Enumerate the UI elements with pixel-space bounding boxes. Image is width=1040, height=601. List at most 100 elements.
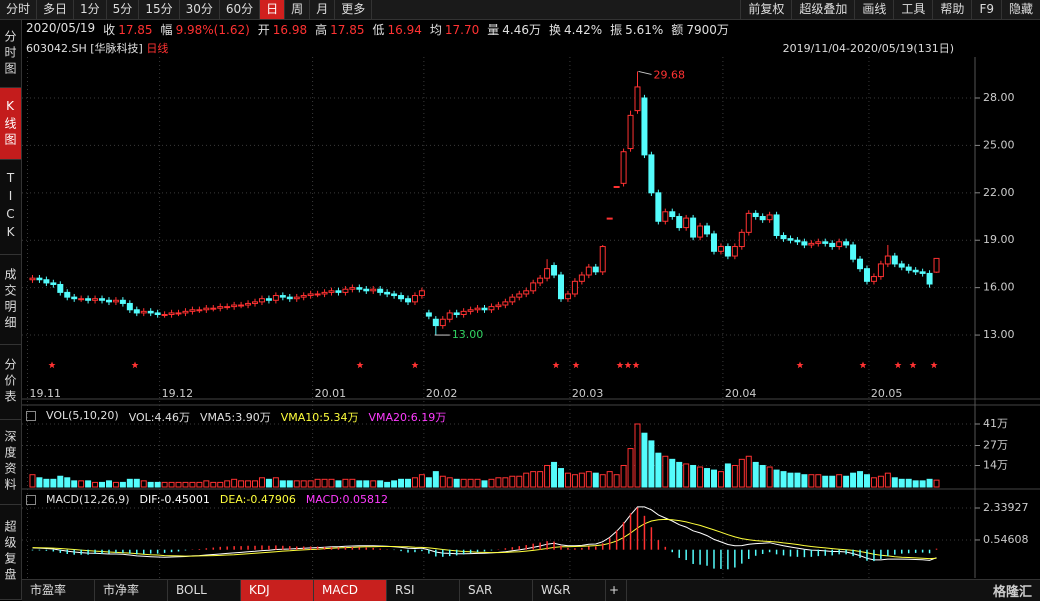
volume-bar — [655, 452, 662, 488]
period-tab[interactable]: 5分 — [107, 0, 140, 19]
volume-bar — [669, 458, 676, 488]
volume-bar — [245, 480, 252, 488]
volume-bar — [140, 480, 147, 488]
period-tab[interactable]: 更多 — [335, 0, 373, 19]
y-tick-label: 22.00 — [983, 186, 1015, 199]
volume-title: VOL(5,10,20) — [46, 409, 119, 422]
indicator-tab[interactable]: MACD — [314, 580, 387, 601]
candle-body — [168, 312, 175, 316]
sidebar-tab[interactable]: 分时图 — [0, 20, 21, 89]
volume-bar — [898, 478, 905, 488]
macd-title: MACD(12,26,9) — [46, 493, 130, 506]
indicator-tab[interactable]: BOLL — [168, 580, 241, 601]
candle-body — [710, 233, 717, 252]
tool-button[interactable]: F9 — [971, 0, 1001, 19]
volume-bar — [105, 480, 112, 488]
candle-body — [36, 277, 43, 281]
period-label: 日线 — [146, 42, 169, 55]
tool-button[interactable]: 工具 — [893, 0, 932, 19]
candle-body — [891, 255, 898, 265]
volume-bar — [231, 478, 238, 488]
period-tab[interactable]: 月 — [310, 0, 336, 19]
candle-body — [606, 217, 613, 220]
volume-bar — [258, 477, 265, 488]
indicator-tab[interactable]: RSI — [387, 580, 460, 601]
bottom-tabs: 市盈率 市净率 BOLL KDJ MACD RSI SAR W&R + — [22, 579, 1040, 601]
candle-body — [627, 114, 634, 150]
period-tab[interactable]: 周 — [285, 0, 311, 19]
sidebar-tab[interactable]: 分价表 — [0, 345, 21, 421]
sidebar-tab[interactable]: K线图 — [0, 88, 21, 161]
volume-bar — [919, 480, 926, 488]
candle-body — [724, 246, 731, 257]
quote-label: 高 — [315, 23, 328, 37]
period-tab[interactable]: 30分 — [180, 0, 220, 19]
volume-bar — [850, 472, 857, 488]
tool-button[interactable]: 隐藏 — [1000, 0, 1040, 19]
indicator-tab[interactable]: KDJ — [241, 580, 314, 601]
volume-bar — [425, 477, 432, 488]
sidebar-tab[interactable]: 超级复盘 — [0, 505, 21, 600]
candle-body — [683, 217, 690, 229]
candle-body — [488, 306, 495, 311]
volume-bar — [926, 478, 933, 488]
candle-body — [71, 296, 78, 300]
tool-button[interactable]: 帮助 — [932, 0, 971, 19]
volume-bar — [710, 469, 717, 488]
quote-value: 4.42% — [564, 23, 603, 37]
indicator-tab[interactable]: W&R — [533, 580, 606, 601]
y-tick-label: 27万 — [983, 439, 1008, 452]
period-tab[interactable]: 15分 — [139, 0, 180, 19]
candle-body — [307, 293, 314, 297]
volume-bar — [724, 463, 731, 488]
candle-body — [245, 302, 252, 306]
volume-bar — [794, 472, 801, 488]
candle-body — [210, 307, 217, 310]
candle-body — [759, 216, 766, 221]
period-tab[interactable]: 60分 — [220, 0, 261, 19]
volume-bar — [676, 461, 683, 488]
candle-body — [405, 298, 412, 303]
volume-bar — [467, 478, 474, 488]
quote-item: 高 17.85 — [315, 21, 364, 38]
candle-body — [481, 307, 488, 311]
volume-bar — [863, 474, 870, 488]
volume-bar — [620, 464, 627, 488]
candle-body — [29, 277, 36, 281]
candle-body — [133, 309, 140, 314]
candle-body — [857, 258, 864, 270]
tool-button[interactable]: 超级叠加 — [791, 0, 854, 19]
sidebar-tab[interactable]: 深度资料 — [0, 420, 21, 506]
volume-bar — [857, 471, 864, 488]
period-tab[interactable]: 分时 — [0, 0, 38, 19]
candle-body — [50, 282, 57, 285]
tool-button[interactable]: 画线 — [854, 0, 893, 19]
checkbox[interactable] — [26, 411, 36, 421]
volume-bar — [391, 480, 398, 488]
star — [572, 361, 580, 369]
quote-value: 7900万 — [686, 23, 729, 37]
indicator-tab[interactable]: SAR — [460, 580, 533, 601]
indicator-tab[interactable]: + — [606, 580, 627, 601]
date-range[interactable]: 2019/11/04-2020/05/19(131日) — [782, 42, 954, 55]
volume-bar — [557, 468, 564, 488]
volume-bar — [537, 471, 544, 488]
volume-bar — [377, 480, 384, 488]
sidebar-tab[interactable]: 成交明细 — [0, 255, 21, 346]
candle-body — [738, 231, 745, 248]
indicator-tab[interactable]: 市净率 — [95, 580, 168, 601]
legend-item: MACD:0.05812 — [305, 493, 388, 506]
period-tab[interactable]: 1分 — [74, 0, 107, 19]
indicator-tab[interactable]: 市盈率 — [22, 580, 95, 601]
period-tab[interactable]: 多日 — [37, 0, 75, 19]
checkbox[interactable] — [26, 495, 36, 505]
candle-body — [293, 296, 300, 300]
volume-bar — [432, 471, 439, 488]
period-tab[interactable]: 日 — [260, 0, 286, 19]
tool-button[interactable]: 前复权 — [740, 0, 791, 19]
y-tick-label: 16.00 — [983, 281, 1015, 294]
quote-bar: 2020/05/19 收 17.85 幅 9.98%(1.62) 开 16.98 高 17.85… — [26, 21, 729, 38]
sidebar-tab[interactable]: TICK — [0, 160, 21, 256]
candle-body — [363, 288, 370, 292]
